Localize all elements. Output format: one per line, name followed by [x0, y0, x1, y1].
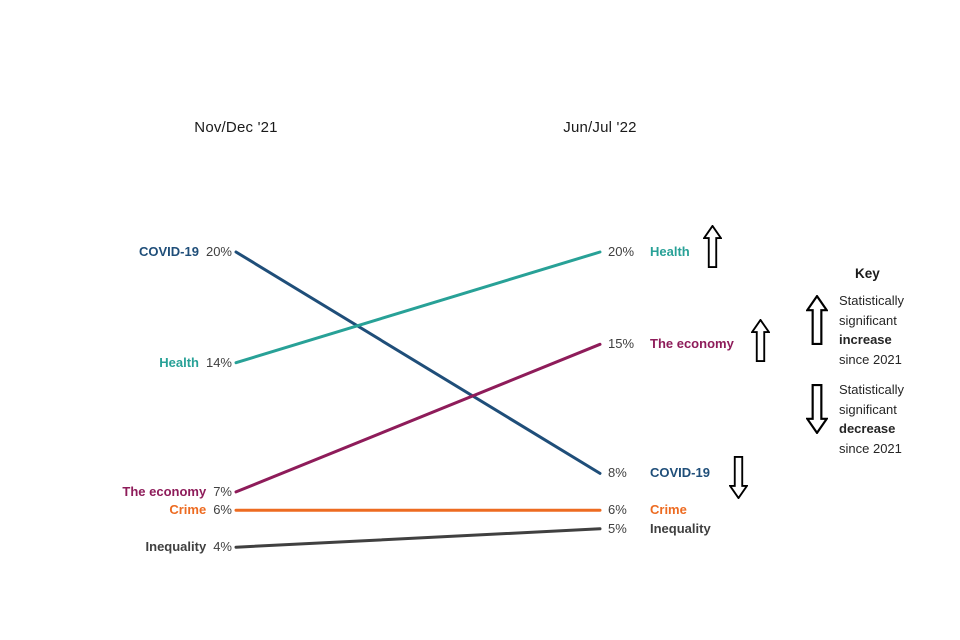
decrease-arrow-icon [729, 456, 748, 499]
left-label-the-economy: The economy 7% [122, 483, 232, 501]
value-label: 4% [213, 539, 232, 555]
slope-line-health [234, 250, 602, 365]
right-label-health: 20% Health [608, 243, 690, 261]
value-label: 6% [213, 502, 232, 518]
category-label: Inequality [145, 539, 207, 555]
category-label: Inequality [650, 520, 711, 536]
left-label-inequality: Inequality 4% [146, 538, 232, 556]
period-header-right: Jun/Jul '22 [563, 119, 637, 136]
right-label-the-economy: 15% The economy [608, 335, 734, 353]
left-label-health: Health 14% [159, 354, 232, 372]
key-emphasis: increase [839, 332, 892, 348]
right-label-crime: 6% Crime [608, 501, 687, 519]
key-decrease-arrow-icon [806, 384, 828, 434]
key-line: significant [839, 312, 897, 328]
right-label-inequality: 5% Inequality [608, 520, 711, 538]
left-label-crime: Crime 6% [169, 501, 232, 519]
value-label: 20% [608, 244, 635, 259]
increase-arrow-icon [703, 225, 722, 268]
value-label: 5% [608, 520, 627, 536]
category-label: COVID-19 [139, 244, 199, 259]
key-increase-text: Statistically significant increase since… [839, 291, 904, 370]
category-label: The economy [650, 336, 734, 352]
left-label-covid-19: COVID-19 20% [139, 243, 232, 261]
key-decrease-text: Statistically significant decrease since… [839, 380, 904, 459]
value-label: 14% [205, 354, 232, 370]
value-label: 7% [213, 483, 232, 499]
category-label: COVID-19 [650, 465, 710, 481]
right-label-covid-19: 8% COVID-19 [608, 464, 710, 482]
increase-arrow-icon [751, 319, 770, 362]
key-line: since 2021 [839, 352, 902, 368]
value-label: 8% [608, 465, 627, 481]
value-label: 6% [608, 502, 627, 518]
value-label: 20% [205, 244, 232, 259]
key-line: Statistically [839, 382, 905, 397]
key-emphasis: decrease [839, 421, 896, 437]
key-line: significant [839, 401, 897, 417]
category-label: Health [650, 244, 690, 259]
key-line: since 2021 [839, 441, 902, 457]
slope-line-inequality [234, 527, 602, 549]
category-label: The economy [122, 483, 207, 499]
slope-line-covid-19 [234, 250, 602, 475]
key-increase-arrow-icon [806, 295, 828, 345]
key-line: Statistically [839, 293, 905, 308]
category-label: Crime [650, 502, 687, 518]
value-label: 15% [608, 336, 635, 352]
period-header-left: Nov/Dec '21 [194, 119, 278, 136]
category-label: Crime [169, 502, 207, 518]
category-label: Health [159, 354, 199, 370]
key-title: Key [855, 266, 880, 281]
slope-line-the-economy [234, 342, 602, 494]
